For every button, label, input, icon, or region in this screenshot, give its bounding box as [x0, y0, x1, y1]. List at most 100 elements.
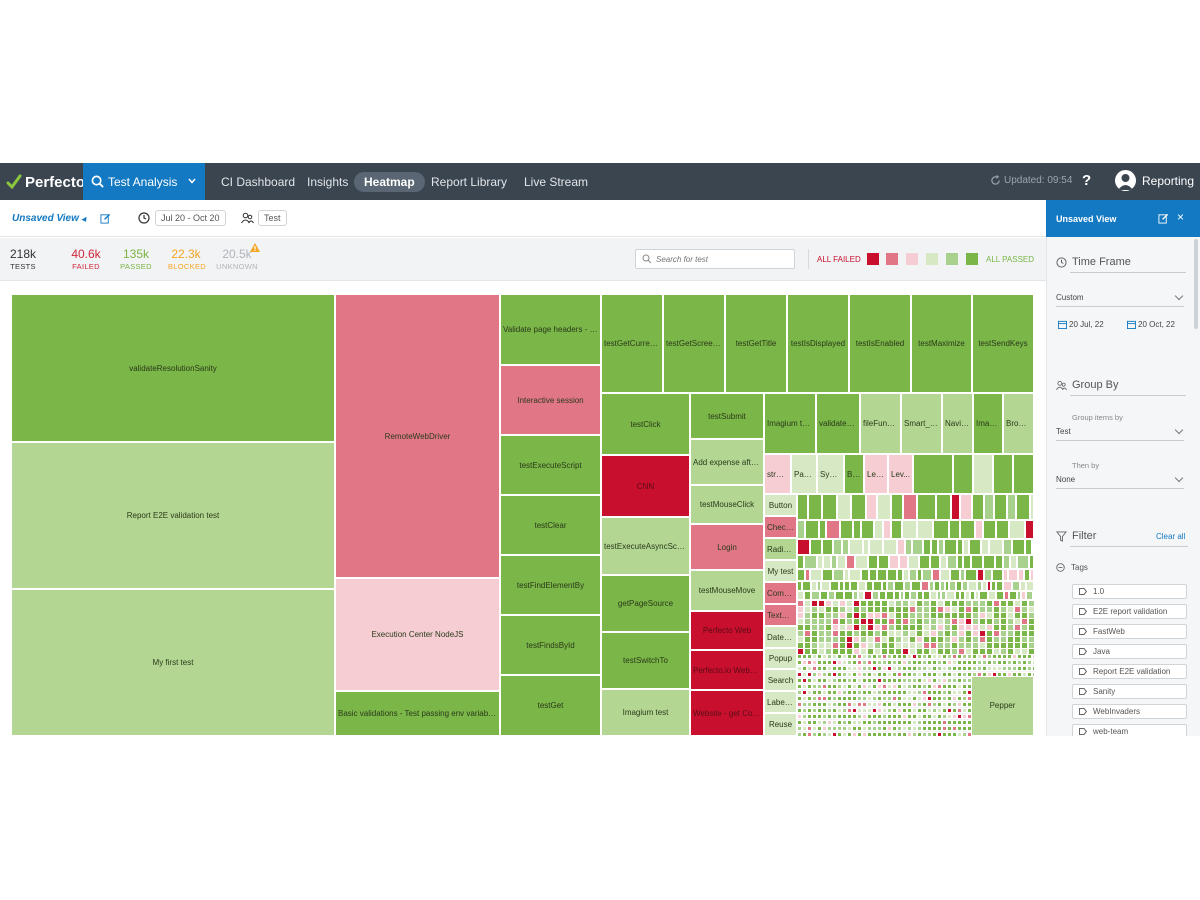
heatmap-cell[interactable]: [852, 666, 857, 671]
heatmap-cell[interactable]: [927, 666, 932, 671]
heatmap-cell[interactable]: [982, 672, 987, 677]
heatmap-cell[interactable]: [992, 654, 997, 659]
heatmap-cell[interactable]: [827, 684, 832, 689]
heatmap-cell[interactable]: Radio button: [764, 538, 797, 560]
heatmap-cell[interactable]: [862, 672, 867, 677]
heatmap-cell[interactable]: [802, 581, 811, 591]
heatmap-cell[interactable]: [867, 702, 872, 707]
heatmap-cell[interactable]: [907, 714, 912, 719]
heatmap-cell[interactable]: [872, 696, 877, 701]
heatmap-cell[interactable]: [987, 660, 992, 665]
heatmap-cell[interactable]: [947, 555, 957, 569]
tag-chip[interactable]: WebInvaders: [1072, 704, 1187, 719]
heatmap-cell[interactable]: Reuse: [764, 713, 797, 736]
heatmap-cell[interactable]: [967, 666, 972, 671]
heatmap-cell[interactable]: [922, 702, 927, 707]
heatmap-cell[interactable]: [872, 591, 879, 600]
heatmap-cell[interactable]: [827, 660, 832, 665]
heatmap-cell[interactable]: [822, 539, 833, 555]
heatmap-cell[interactable]: [930, 591, 937, 600]
heatmap-cell[interactable]: [927, 672, 932, 677]
heatmap-cell[interactable]: [857, 684, 862, 689]
heatmap-cell[interactable]: [977, 672, 982, 677]
nav-ci-dashboard[interactable]: CI Dashboard: [221, 175, 296, 189]
heatmap-cell[interactable]: [996, 581, 1003, 591]
heatmap-cell[interactable]: [907, 672, 912, 677]
heatmap-cell[interactable]: [1009, 520, 1025, 539]
heatmap-cell[interactable]: Imagium: [973, 393, 1003, 454]
heatmap-cell[interactable]: [842, 660, 847, 665]
heatmap-cell[interactable]: [947, 696, 952, 701]
heatmap-cell[interactable]: [797, 672, 802, 677]
heatmap-cell[interactable]: [882, 702, 887, 707]
heatmap-cell[interactable]: [981, 539, 989, 555]
heatmap-cell[interactable]: [847, 684, 852, 689]
heatmap-cell[interactable]: [907, 708, 912, 713]
heatmap-cell[interactable]: [887, 690, 892, 695]
heatmap-cell[interactable]: [1012, 672, 1017, 677]
heatmap-cell[interactable]: [897, 714, 902, 719]
heatmap-cell[interactable]: [807, 660, 812, 665]
heatmap-cell[interactable]: [877, 684, 882, 689]
heatmap-cell[interactable]: [982, 666, 987, 671]
heatmap-cell[interactable]: [863, 539, 869, 555]
heatmap-cell[interactable]: [857, 654, 862, 659]
heatmap-cell[interactable]: [861, 569, 869, 581]
heatmap-cell[interactable]: testMouseClick: [690, 485, 764, 524]
heatmap-cell[interactable]: [912, 684, 917, 689]
heatmap-cell[interactable]: Lev...: [864, 454, 888, 494]
heatmap-cell[interactable]: System: [817, 454, 844, 494]
heatmap-cell[interactable]: [877, 732, 882, 736]
heatmap-cell[interactable]: [921, 581, 929, 591]
tag-chip[interactable]: web-team: [1072, 724, 1187, 736]
heatmap-cell[interactable]: [817, 654, 822, 659]
heatmap-cell[interactable]: [909, 569, 917, 581]
heatmap-cell[interactable]: [947, 720, 952, 725]
heatmap-cell[interactable]: [957, 654, 962, 659]
heatmap-cell[interactable]: [855, 555, 868, 569]
heatmap-cell[interactable]: [1002, 672, 1007, 677]
heatmap-cell[interactable]: validateResolution: [816, 393, 860, 454]
heatmap-cell[interactable]: [840, 520, 853, 539]
heatmap-cell[interactable]: [897, 720, 902, 725]
heatmap-cell[interactable]: [807, 726, 812, 731]
heatmap-cell[interactable]: [861, 520, 874, 539]
heatmap-cell[interactable]: testGetCurrentUrl: [601, 294, 663, 393]
nav-live-stream[interactable]: Live Stream: [524, 175, 589, 189]
heatmap-cell[interactable]: [907, 684, 912, 689]
heatmap-cell[interactable]: [1012, 539, 1025, 555]
heatmap-cell[interactable]: [894, 581, 904, 591]
heatmap-cell[interactable]: [912, 690, 917, 695]
heatmap-cell[interactable]: testClick: [601, 393, 690, 455]
heatmap-cell[interactable]: [917, 732, 922, 736]
heatmap-cell[interactable]: [822, 494, 837, 520]
heatmap-cell[interactable]: testClear: [500, 495, 601, 555]
heatmap-cell[interactable]: [892, 720, 897, 725]
heatmap-cell[interactable]: [897, 678, 902, 683]
heatmap-cell[interactable]: [802, 696, 807, 701]
heatmap-cell[interactable]: [882, 672, 887, 677]
heatmap-cell[interactable]: [817, 684, 822, 689]
heatmap-cell[interactable]: [962, 684, 967, 689]
heatmap-cell[interactable]: [827, 666, 832, 671]
heatmap-cell[interactable]: [827, 672, 832, 677]
heatmap-cell[interactable]: [931, 539, 938, 555]
heatmap-cell[interactable]: [867, 654, 872, 659]
heatmap-cell[interactable]: [1012, 654, 1017, 659]
heatmap-cell[interactable]: [932, 690, 937, 695]
heatmap-cell[interactable]: [982, 660, 987, 665]
heatmap-cell[interactable]: [962, 666, 967, 671]
heatmap-cell[interactable]: [828, 591, 835, 600]
heatmap-cell[interactable]: Login: [690, 524, 764, 570]
heatmap-cell[interactable]: [973, 454, 993, 494]
heatmap-cell[interactable]: testIsDisplayed: [787, 294, 849, 393]
heatmap-cell[interactable]: [847, 696, 852, 701]
heatmap-cell[interactable]: [862, 654, 867, 659]
heatmap-cell[interactable]: [992, 672, 997, 677]
heatmap-cell[interactable]: [982, 581, 987, 591]
heatmap-cell[interactable]: [807, 702, 812, 707]
heatmap-cell[interactable]: [849, 569, 861, 581]
heatmap-cell[interactable]: [934, 581, 940, 591]
heatmap-cell[interactable]: [832, 732, 837, 736]
heatmap-cell[interactable]: [969, 539, 981, 555]
